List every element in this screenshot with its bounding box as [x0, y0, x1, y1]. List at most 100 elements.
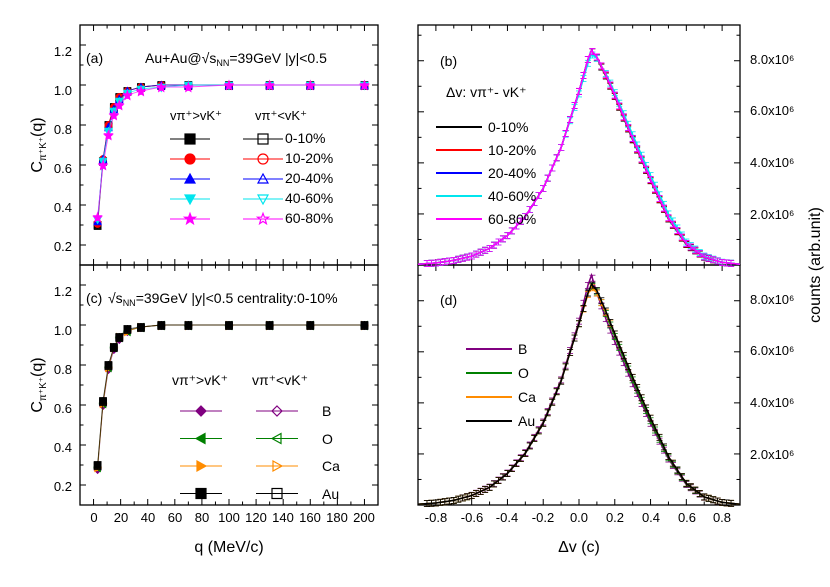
- panel-d-x-tick-labels: -0.8 -0.6 -0.4 -0.2 0.0 0.2 0.4 0.6 0.8: [425, 510, 731, 525]
- y-axis-title-a: Cπ⁺K⁺(q): [29, 117, 49, 172]
- data-point: [223, 79, 235, 90]
- panel-a-y-tick-labels: 0.2 0.4 0.6 0.8 1.0 1.2: [54, 44, 72, 254]
- y-title-c-main: C: [29, 401, 46, 413]
- legend-c-header-right: vπ⁺<vK⁺: [252, 372, 308, 388]
- data-point-open: [137, 324, 145, 332]
- data-point: [92, 211, 103, 222]
- data-point: [103, 129, 114, 140]
- data-point-open: [108, 110, 120, 121]
- data-point-open: [114, 100, 125, 111]
- data-point: [114, 99, 125, 110]
- y-axis-title-a-text: Cπ⁺K⁺(q): [29, 117, 49, 172]
- panel-c-xtick: 180: [326, 510, 348, 525]
- panel-d-xtick: 0.0: [570, 510, 588, 525]
- panel-c-label: (c): [86, 290, 102, 306]
- panel-d-marks: [417, 272, 741, 507]
- y-axis-title-c-text: Cπ⁺K⁺(q): [29, 357, 49, 412]
- panel-d-xtick: 0.8: [713, 510, 731, 525]
- panel-a-title-tail: =39GeV |y|<0.5: [229, 50, 327, 66]
- legend-marker-open: [270, 432, 282, 445]
- data-point-open: [183, 82, 194, 93]
- legend-marker-filled: [184, 153, 196, 165]
- legend-a-entry-label: 0-10%: [285, 130, 325, 146]
- panel-a-title: Au+Au@√sNN=39GeV |y|<0.5: [145, 50, 327, 68]
- data-point: [183, 81, 194, 92]
- data-point-open: [225, 322, 233, 330]
- data-point-open: [99, 398, 107, 406]
- panel-d-xtick: 0.2: [606, 510, 624, 525]
- legend-marker-filled: [196, 459, 208, 473]
- tick-marks: [79, 24, 741, 506]
- data-point-open: [135, 86, 147, 97]
- legend-d-entry-label: Ca: [518, 389, 536, 405]
- legend-d-entry-label: O: [518, 365, 529, 381]
- data-point-open: [360, 322, 369, 330]
- series-line: [417, 282, 741, 505]
- panel-c-ytick: 1.0: [54, 323, 72, 338]
- panel-c-xtick: 60: [168, 510, 182, 525]
- panel-a-ytick: 0.8: [54, 122, 72, 137]
- panel-d-ytick: 2.0x10⁶: [750, 447, 794, 462]
- data-point-open: [98, 158, 108, 167]
- panel-d-xtick: -0.2: [532, 510, 554, 525]
- legend-marker-filled: [195, 487, 207, 500]
- legend-marker-open: [256, 194, 270, 206]
- panel-c-xtick: 120: [245, 510, 267, 525]
- data-point-open: [92, 212, 103, 223]
- data-point-open: [359, 80, 370, 91]
- panel-c-title-sqrt: √s: [108, 290, 123, 306]
- panel-c-ytick: 0.4: [54, 440, 72, 455]
- legend-c-symbols: [180, 405, 298, 500]
- legend-marker-filled: [183, 172, 197, 184]
- legend-a-header-left: vπ⁺>vK⁺: [170, 108, 222, 123]
- y-axis-title-c: Cπ⁺K⁺(q): [29, 357, 49, 412]
- data-point: [359, 79, 370, 90]
- data-point: [108, 109, 120, 120]
- panel-d-ytick: 6.0x10⁶: [750, 343, 794, 358]
- y-axis-title-right: counts (arb.unit): [807, 207, 824, 323]
- legend-b-entry-label: 20-40%: [488, 165, 536, 181]
- series-line: [417, 48, 741, 265]
- data-point-open: [184, 322, 193, 330]
- panel-c-xtick: 0: [90, 510, 97, 525]
- data-point: [264, 79, 275, 90]
- panel-b-ytick: 2.0x10⁶: [750, 207, 794, 222]
- y-title-c-sub: π⁺K⁺: [38, 377, 49, 401]
- legend-d-entry-label: Au: [518, 413, 535, 429]
- series-line: [417, 48, 741, 265]
- panel-b-label: (b): [440, 53, 457, 69]
- panel-d-ytick: 4.0x10⁶: [750, 395, 794, 410]
- legend-d: B O Ca Au: [466, 341, 536, 429]
- legend-a-symbols: [170, 133, 283, 226]
- legend-c-header-left: vπ⁺>vK⁺: [172, 372, 228, 388]
- panel-a-ytick: 1.0: [54, 83, 72, 98]
- panel-c-ytick: 0.8: [54, 362, 72, 377]
- data-point-open: [305, 80, 316, 91]
- legend-b-entry-label: 60-80%: [488, 211, 536, 227]
- panel-c-xtick: 200: [353, 510, 375, 525]
- legend-marker-open: [272, 459, 284, 473]
- data-point: [135, 85, 147, 96]
- legend-d-symbols: [466, 348, 512, 422]
- panel-a-ytick: 0.6: [54, 161, 72, 176]
- x-axis-title-left: q (MeV/c): [194, 539, 263, 556]
- legend-c-entry-label: Ca: [322, 458, 340, 474]
- panel-c-title-sub: NN: [123, 298, 136, 308]
- panel-d-xtick: 0.6: [678, 510, 696, 525]
- data-point-open: [156, 82, 167, 93]
- panel-c-title-tail: =39GeV |y|<0.5 centrality:0-10%: [136, 290, 338, 306]
- data-point-open: [115, 334, 124, 342]
- legend-marker-filled: [182, 211, 198, 226]
- data-point-open: [104, 128, 113, 137]
- data-point: [122, 89, 133, 100]
- legend-marker-filled: [195, 405, 207, 417]
- y-title-a-sub: π⁺K⁺: [38, 137, 49, 161]
- data-point-open: [122, 90, 133, 101]
- panel-d-xtick: 0.4: [642, 510, 660, 525]
- data-point: [97, 159, 109, 170]
- data-point-open: [104, 362, 113, 370]
- legend-c-entry-label: B: [322, 403, 331, 419]
- panel-d-label: (d): [440, 292, 457, 308]
- panel-b-ytick: 6.0x10⁶: [750, 103, 794, 118]
